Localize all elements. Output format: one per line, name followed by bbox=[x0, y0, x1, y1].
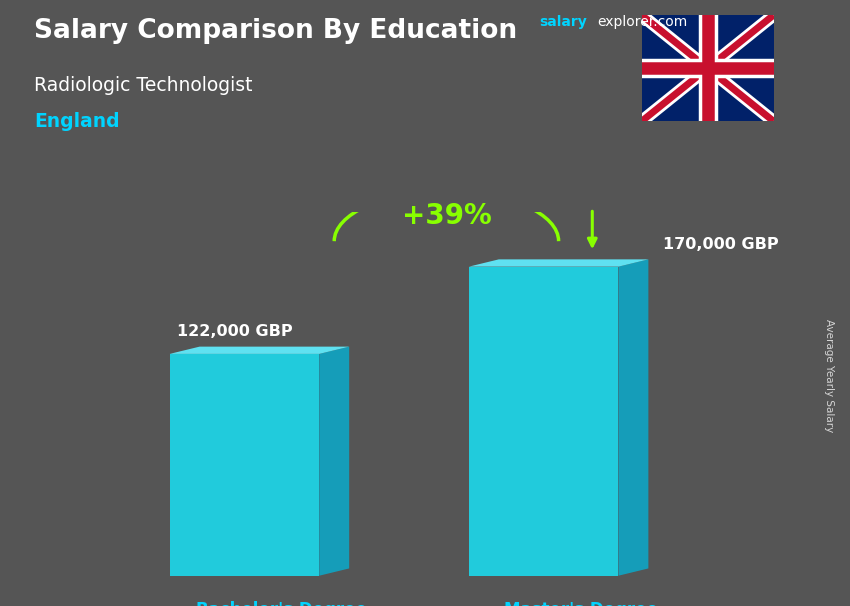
Text: Radiologic Technologist: Radiologic Technologist bbox=[34, 76, 252, 95]
Polygon shape bbox=[170, 354, 320, 576]
Text: Salary Comparison By Education: Salary Comparison By Education bbox=[34, 18, 517, 44]
Text: 170,000 GBP: 170,000 GBP bbox=[663, 237, 779, 252]
Text: Master's Degree: Master's Degree bbox=[504, 601, 658, 606]
Text: 122,000 GBP: 122,000 GBP bbox=[177, 324, 292, 339]
Text: England: England bbox=[34, 112, 120, 131]
Text: Average Yearly Salary: Average Yearly Salary bbox=[824, 319, 834, 432]
Text: +39%: +39% bbox=[401, 202, 491, 230]
Polygon shape bbox=[469, 259, 649, 267]
Polygon shape bbox=[170, 347, 349, 354]
Text: salary: salary bbox=[540, 15, 587, 29]
Polygon shape bbox=[320, 347, 349, 576]
Polygon shape bbox=[619, 259, 649, 576]
Polygon shape bbox=[469, 267, 619, 576]
Text: Bachelor's Degree: Bachelor's Degree bbox=[196, 601, 367, 606]
Text: explorer.com: explorer.com bbox=[598, 15, 688, 29]
